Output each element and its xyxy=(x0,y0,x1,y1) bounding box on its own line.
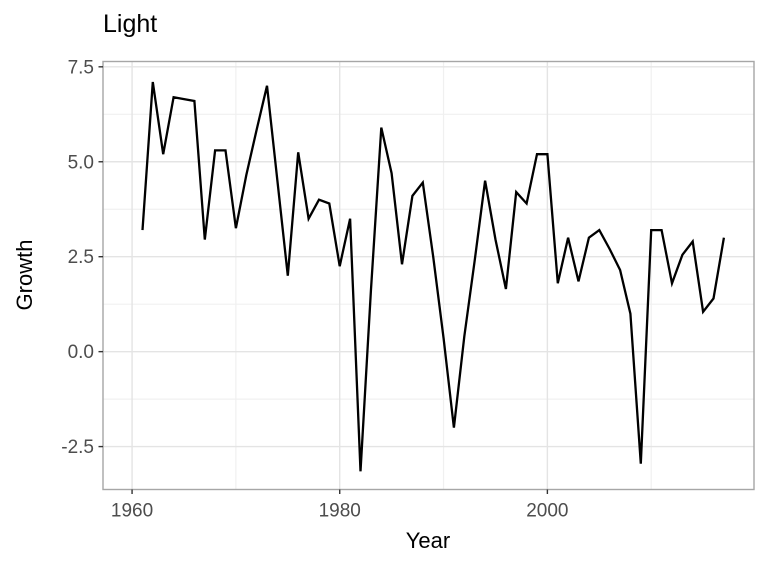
plot-title: Light xyxy=(103,10,158,38)
x-tick-label: 1980 xyxy=(319,501,361,522)
growth-series-line xyxy=(141,81,726,472)
y-tick-label: -2.5 xyxy=(61,437,94,458)
panel-border xyxy=(102,60,755,491)
x-tick-label: 2000 xyxy=(526,501,568,522)
plot-panel xyxy=(103,61,754,490)
y-tick-label: 0.0 xyxy=(68,342,94,363)
x-tick-label: 1960 xyxy=(111,501,153,522)
y-tick-label: 7.5 xyxy=(68,57,94,78)
x-axis-title: Year xyxy=(405,528,451,553)
y-axis-title: Growth xyxy=(12,239,37,311)
y-tick-label: 5.0 xyxy=(68,152,94,173)
y-tick-label: 2.5 xyxy=(68,247,94,268)
